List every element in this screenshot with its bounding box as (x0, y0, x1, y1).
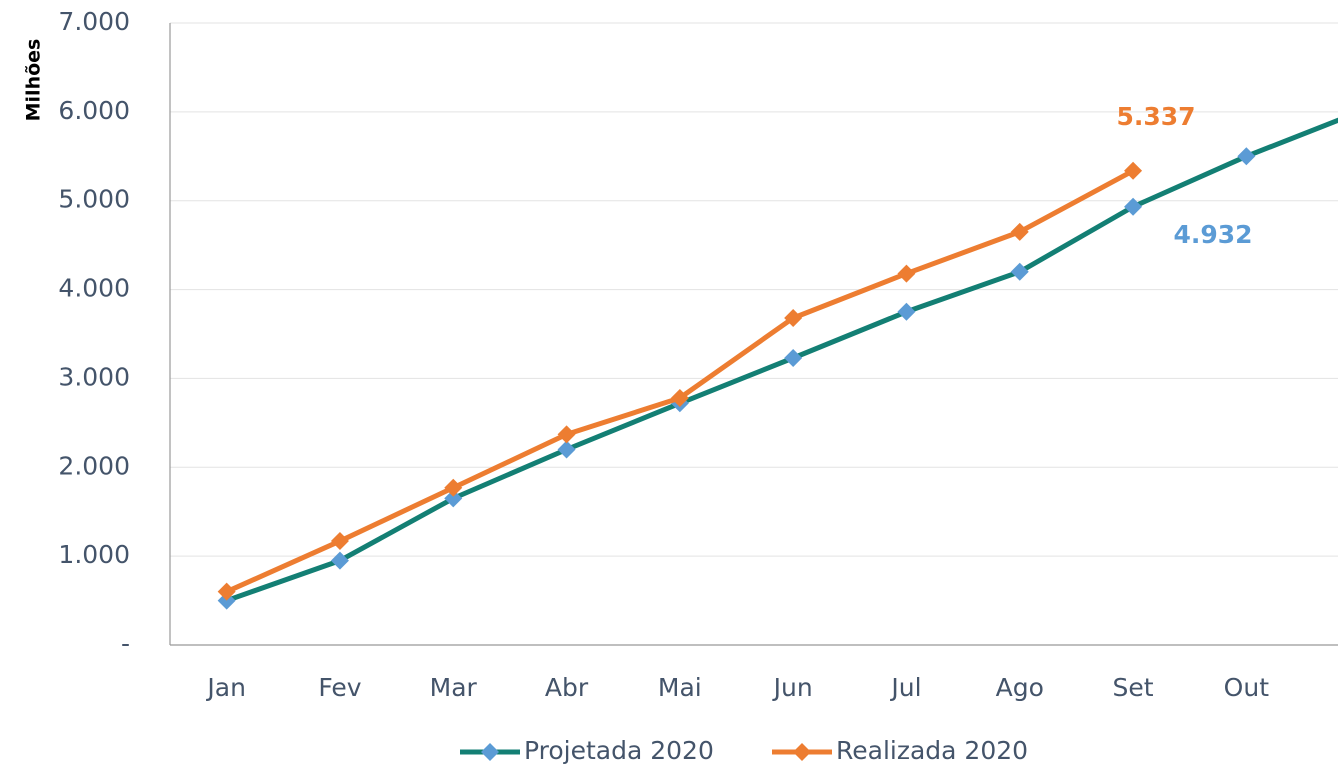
y-tick-label: 3.000 (58, 362, 130, 391)
y-tick-label: - (121, 629, 130, 658)
marker (1124, 197, 1143, 216)
x-tick-label: Fev (318, 673, 361, 702)
legend-marker (481, 743, 499, 761)
marker (557, 440, 576, 459)
marker (784, 309, 803, 328)
data-label: 5.337 (1117, 102, 1196, 131)
marker (1237, 147, 1256, 166)
x-tick-label: Jul (889, 673, 921, 702)
legend-label: Projetada 2020 (524, 736, 714, 765)
x-tick-label: Jan (205, 673, 246, 702)
y-tick-label: 1.000 (58, 540, 130, 569)
marker (557, 425, 576, 444)
y-axis-title: Milhões (23, 39, 45, 122)
legend-marker (793, 743, 811, 761)
marker (670, 388, 689, 407)
marker (444, 489, 463, 508)
marker (897, 264, 916, 283)
marker (1010, 262, 1029, 281)
x-tick-label: Jun (772, 673, 813, 702)
x-tick-label: Out (1224, 673, 1270, 702)
x-tick-label: Abr (545, 673, 589, 702)
y-tick-label: 4.000 (58, 274, 130, 303)
marker (1010, 222, 1029, 241)
x-tick-label: Set (1113, 673, 1154, 702)
y-tick-label: 2.000 (58, 451, 130, 480)
x-tick-label: Ago (996, 673, 1044, 702)
x-tick-label: Mar (430, 673, 478, 702)
series-line (225, 168, 1135, 594)
marker (784, 348, 803, 367)
y-tick-label: 6.000 (58, 96, 130, 125)
series-line (225, 117, 1338, 603)
marker (217, 582, 236, 601)
marker (330, 551, 349, 570)
y-tick-label: 5.000 (58, 185, 130, 214)
x-tick-label: Mai (658, 673, 702, 702)
marker (1124, 161, 1143, 180)
y-tick-label: 7.000 (58, 7, 130, 36)
legend-label: Realizada 2020 (836, 736, 1028, 765)
marker (444, 478, 463, 497)
marker (897, 302, 916, 321)
data-label: 4.932 (1174, 220, 1253, 249)
marker (330, 532, 349, 551)
